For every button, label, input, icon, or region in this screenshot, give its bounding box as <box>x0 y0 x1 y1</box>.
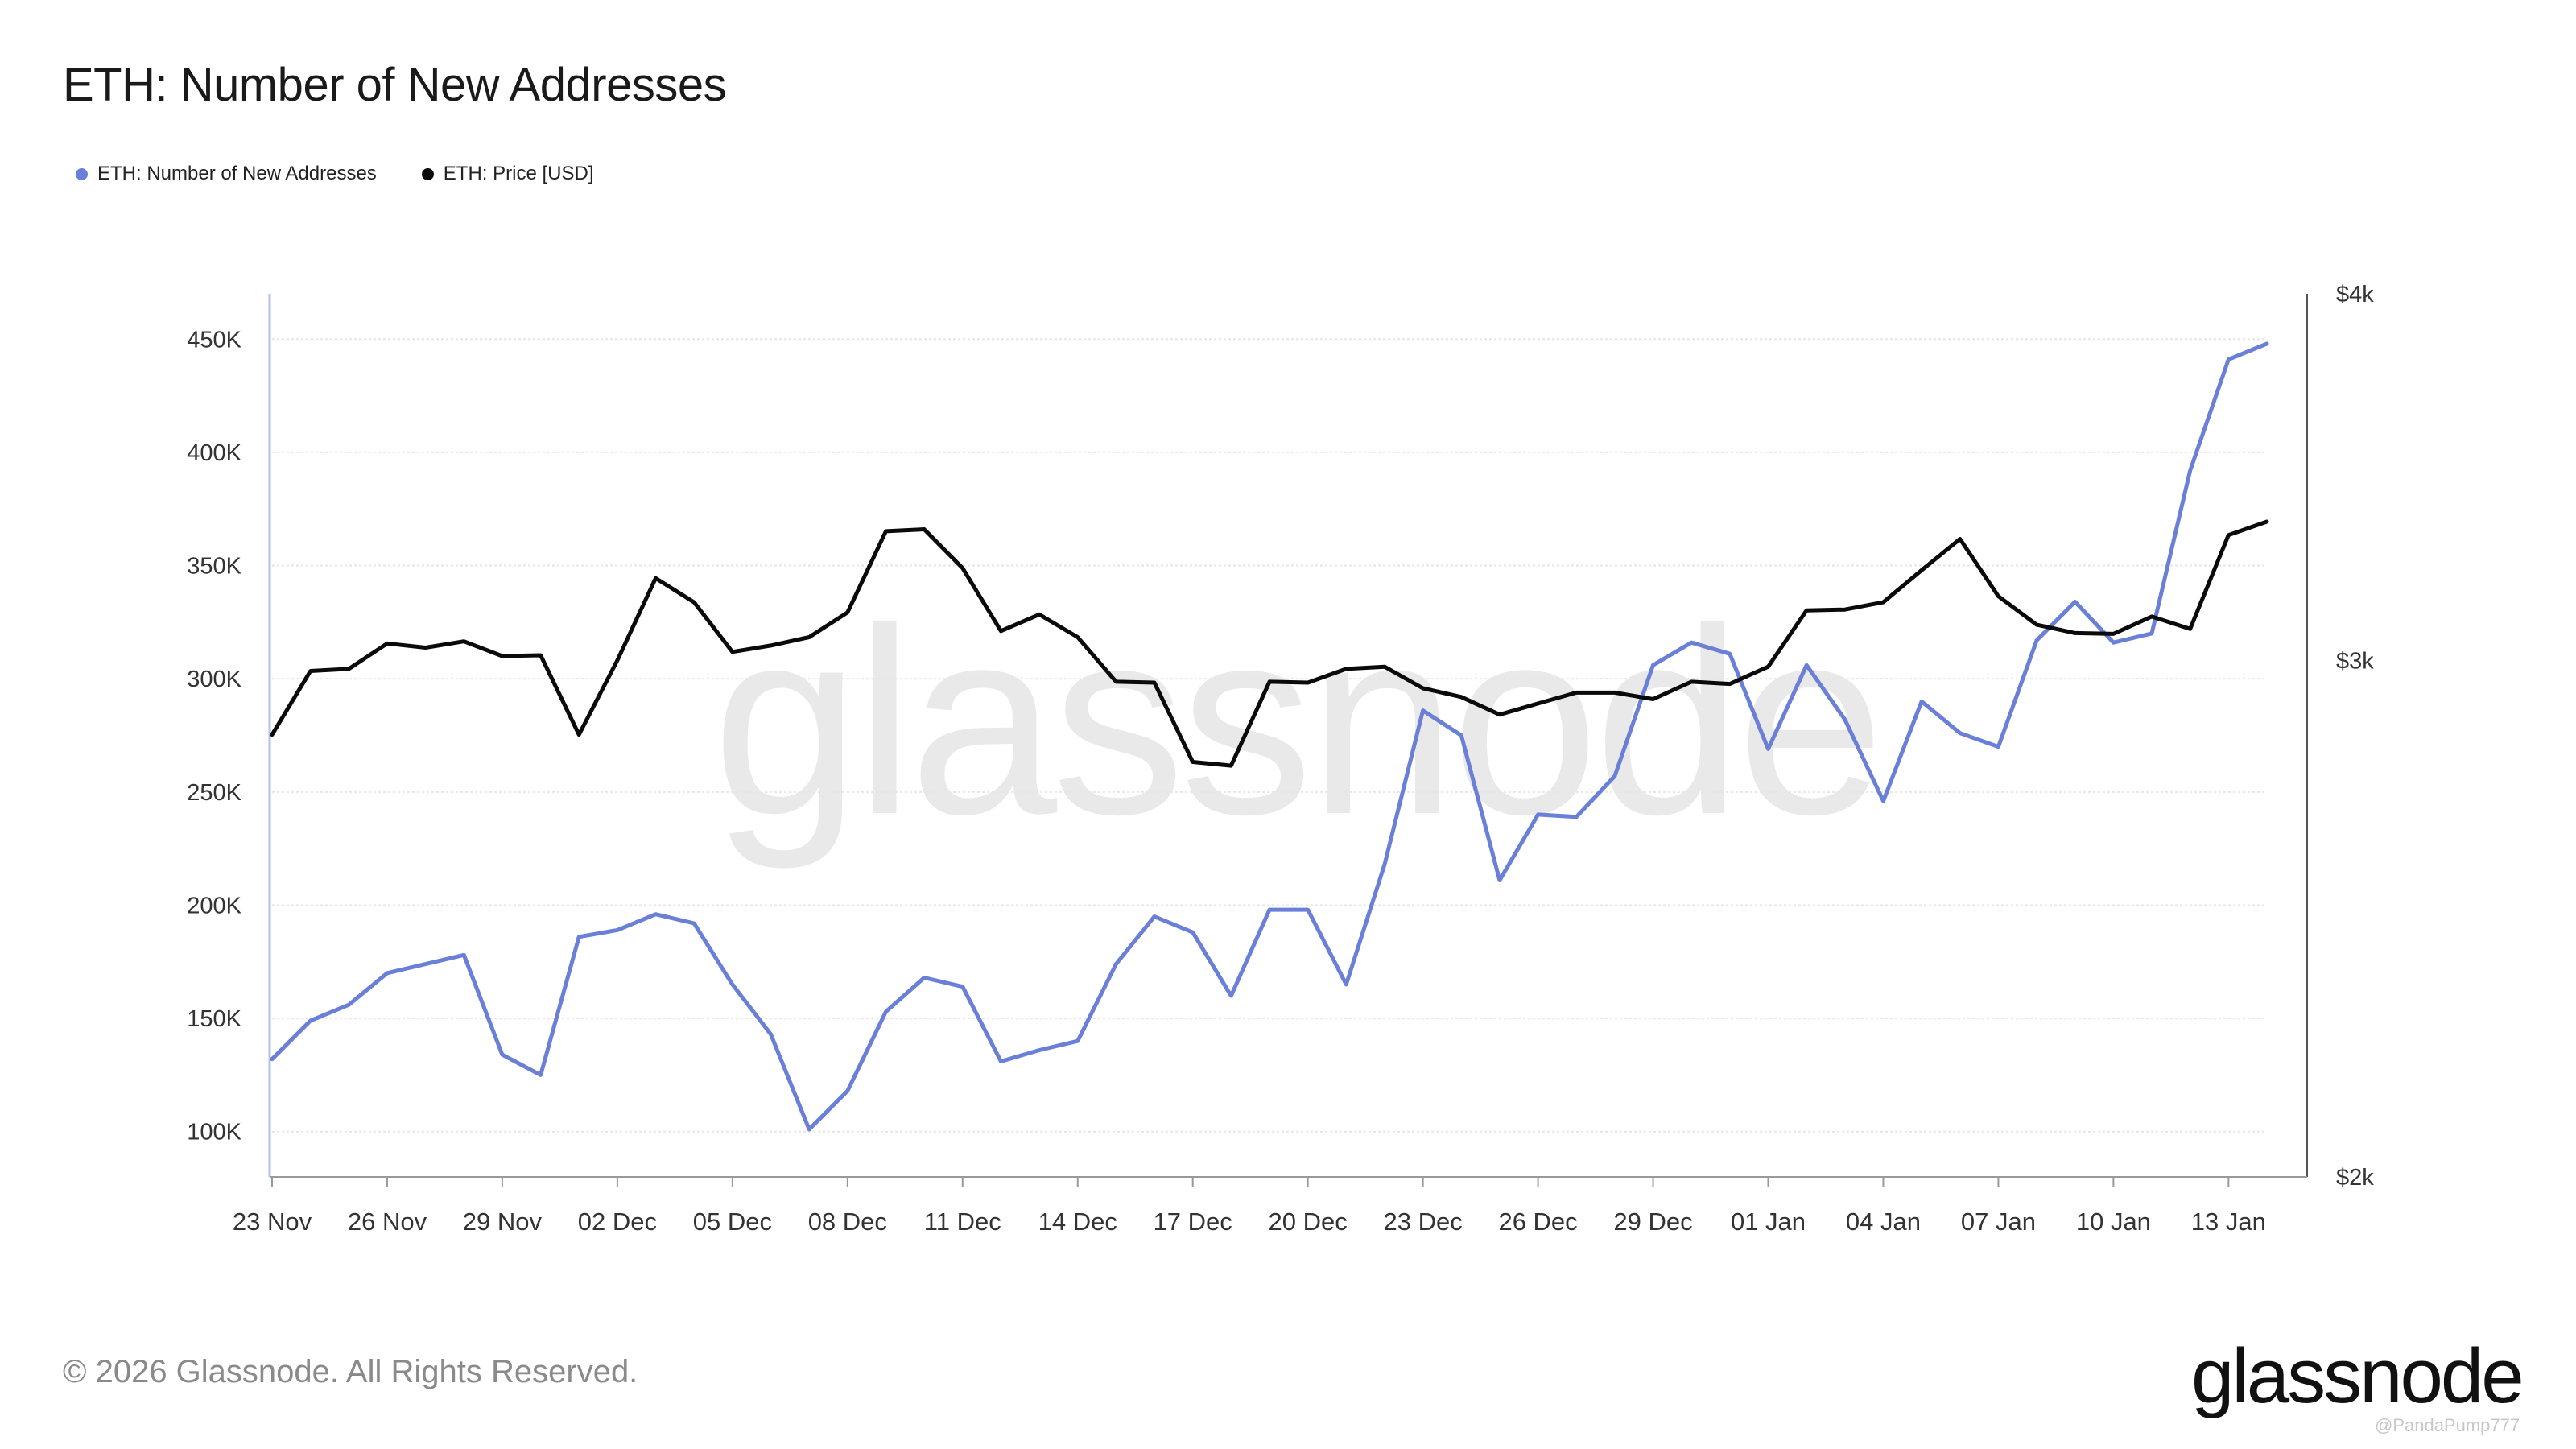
y-left-tick-label: 100K <box>187 1120 242 1146</box>
y-left-tick-label: 400K <box>187 440 242 466</box>
background-watermark: glassnode <box>712 572 1880 871</box>
copyright-footer: © 2026 Glassnode. All Rights Reserved. <box>63 1354 638 1389</box>
x-tick-label: 05 Dec <box>693 1208 772 1236</box>
x-tick-label: 08 Dec <box>808 1208 887 1236</box>
x-tick-label: 11 Dec <box>924 1208 1001 1236</box>
series-line-new-addresses <box>270 341 2269 1132</box>
y-left-tick-label: 250K <box>187 780 242 806</box>
axes <box>268 294 2308 1187</box>
x-tick-label: 14 Dec <box>1038 1208 1117 1236</box>
legend-label-new-addresses: ETH: Number of New Addresses <box>97 163 377 184</box>
gridlines <box>272 338 2267 1133</box>
x-tick-label: 20 Dec <box>1269 1208 1348 1236</box>
x-tick-label: 26 Nov <box>348 1208 427 1236</box>
y-left-tick-label: 300K <box>187 667 242 692</box>
legend-item-price[interactable]: ETH: Price [USD] <box>421 163 594 185</box>
legend-label-price: ETH: Price [USD] <box>443 163 594 184</box>
y-right-tick-label: $4k <box>2336 282 2374 308</box>
legend-dot-new-addresses <box>76 167 88 180</box>
x-tick-label: 02 Dec <box>578 1208 657 1236</box>
x-tick-label: 07 Jan <box>1961 1208 2036 1236</box>
y-left-tick-label: 350K <box>187 554 242 580</box>
x-tick-label: 04 Jan <box>1846 1208 1921 1236</box>
x-tick-label: 13 Jan <box>2191 1208 2266 1236</box>
y-right-tick-label: $3k <box>2336 648 2374 674</box>
x-tick-label: 23 Nov <box>233 1208 312 1236</box>
y-right-tick-label: $2k <box>2336 1165 2374 1191</box>
glassnode-logo: glassnode <box>2191 1333 2524 1419</box>
x-tick-label: 17 Dec <box>1154 1208 1232 1236</box>
x-tick-label: 26 Dec <box>1498 1208 1577 1236</box>
legend: ETH: Number of New Addresses ETH: Price … <box>76 163 639 185</box>
series-line-price <box>270 519 2269 768</box>
y-left-tick-label: 200K <box>187 893 242 919</box>
series-lines <box>270 341 2269 1132</box>
x-tick-label: 01 Jan <box>1731 1208 1806 1236</box>
x-tick-label: 10 Jan <box>2076 1208 2151 1236</box>
y-left-tick-label: 450K <box>187 327 242 353</box>
tick-labels: 100K 150K 200K 250K 300K 350K 400K 450K $2k $3k $4… <box>187 282 2374 1236</box>
chart-title: ETH: Number of New Addresses <box>63 59 727 111</box>
y-left-tick-label: 150K <box>187 1006 242 1032</box>
legend-dot-price <box>421 167 434 180</box>
legend-item-new-addresses[interactable]: ETH: Number of New Addresses <box>76 163 377 185</box>
author-credit: @PandaPump777 <box>2375 1415 2520 1435</box>
x-tick-label: 23 Dec <box>1383 1208 1462 1236</box>
x-tick-label: 29 Nov <box>463 1208 543 1236</box>
x-tick-label: 29 Dec <box>1613 1208 1692 1236</box>
